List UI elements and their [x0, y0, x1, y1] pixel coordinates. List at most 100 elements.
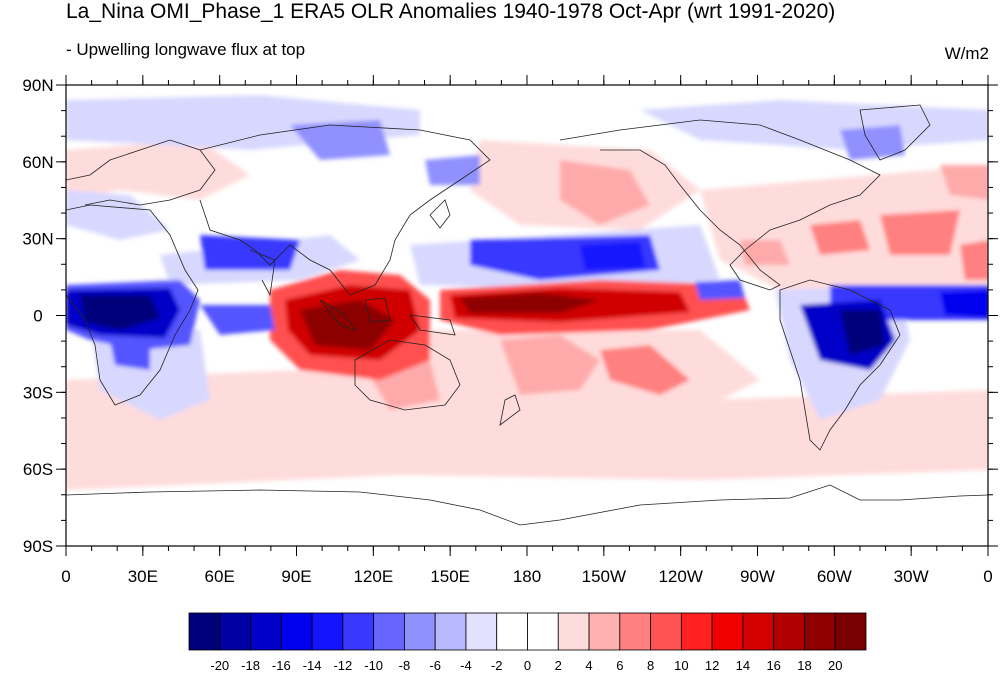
lon-tick-label: 0: [983, 567, 992, 586]
lon-tick-label: 0: [61, 567, 70, 586]
colorbar-label: -4: [460, 658, 472, 673]
coastline-north-america: [559, 119, 881, 291]
lon-tick-label: 30W: [894, 567, 929, 586]
lat-tick-label: 30S: [23, 383, 53, 402]
colorbar-swatch: [834, 612, 867, 651]
lat-tick-label: 60S: [23, 460, 53, 479]
colorbar-label: -16: [272, 658, 291, 673]
deep-red-patch: [300, 300, 395, 350]
red-patch: [940, 165, 988, 200]
blue-patch: [200, 305, 275, 335]
colorbar-label: -10: [364, 658, 383, 673]
lon-tick-label: 60W: [817, 567, 852, 586]
colorbar-label: 6: [616, 658, 623, 673]
colorbar-swatch: [742, 612, 775, 651]
deep-blue-patch: [580, 242, 645, 270]
colorbar-swatch: [404, 612, 436, 651]
coastline-south-america: [779, 279, 901, 451]
coastline-indonesia-sumatra: [319, 299, 356, 331]
colorbar-label: 16: [766, 658, 780, 673]
colorbar-swatch: [496, 612, 528, 651]
coastline-asia: [199, 124, 491, 296]
blue-patch: [840, 125, 905, 160]
colorbar-swatch: [465, 612, 498, 651]
colorbar-label: 20: [828, 658, 842, 673]
colorbar-swatch: [773, 612, 805, 651]
deep-blue-patch: [940, 290, 988, 318]
colorbar-swatch: [219, 612, 251, 651]
lon-tick-label: 120E: [353, 567, 393, 586]
colorbar-swatch: [527, 612, 559, 651]
colorbar-label: 8: [647, 658, 654, 673]
red-patch: [740, 240, 790, 265]
lon-tick-label: 60E: [205, 567, 235, 586]
coastline-australia: [354, 339, 461, 411]
colorbar-swatch: [711, 612, 744, 651]
deep-red-patch: [460, 293, 600, 313]
colorbar-swatch: [680, 612, 713, 651]
coastline-indonesia-borneo: [364, 297, 391, 323]
colorbar-label: 12: [705, 658, 719, 673]
lat-tick-label: 90S: [23, 537, 53, 556]
colorbar-label: 4: [585, 658, 592, 673]
colorbar-label: -14: [303, 658, 322, 673]
colorbar-swatch: [557, 612, 590, 651]
colorbar-label: -6: [429, 658, 441, 673]
map-axes: 0 30E 60E 90E 120E 150E 180 150W 120W 90W 60W 30W 09…: [22, 75, 998, 586]
units-label: W/m2: [944, 44, 989, 63]
blue-patch: [110, 340, 150, 370]
colorbar-label: 10: [674, 658, 688, 673]
lat-tick-label: 90N: [22, 76, 53, 95]
lon-tick-label: 90W: [740, 567, 775, 586]
lon-tick-label: 120W: [658, 567, 702, 586]
coastline-india: [249, 249, 276, 297]
blue-patch: [200, 235, 300, 270]
colorbar-swatch: [280, 612, 313, 651]
blue-patch: [290, 120, 390, 160]
lon-tick-label: 150E: [430, 567, 470, 586]
colorbar-swatch: [342, 612, 375, 651]
colorbar-label: 18: [797, 658, 811, 673]
lat-tick-label: 60N: [22, 153, 53, 172]
colorbar-swatch: [588, 612, 621, 651]
colorbar-label: 14: [736, 658, 750, 673]
blue-patch: [695, 280, 745, 300]
colorbar-swatch: [804, 612, 836, 651]
coastline-africa: [66, 204, 199, 406]
red-patch: [600, 345, 690, 395]
coastlines: [66, 104, 988, 526]
red-patch: [810, 220, 870, 255]
coastline-europe: [66, 139, 216, 206]
coastline-new-guinea: [409, 314, 456, 336]
colorbar-swatch: [373, 612, 405, 651]
colorbar-swatch: [311, 612, 344, 651]
coastline-greenland: [859, 104, 931, 161]
colorbar-label: 2: [555, 658, 562, 673]
plot-subtitle: - Upwelling longwave flux at top: [66, 40, 306, 59]
colorbar-swatch: [434, 612, 467, 651]
light-red-patch: [66, 370, 988, 490]
red-patch: [960, 240, 988, 280]
lon-tick-label: 90E: [281, 567, 311, 586]
deep-blue-patch: [840, 310, 885, 355]
red-patch: [880, 210, 960, 255]
colorbar-swatch: [250, 612, 282, 651]
colorbar-swatch: [619, 612, 651, 651]
colorbar-label: -8: [399, 658, 411, 673]
red-patch: [560, 160, 650, 225]
colorbar-swatch: [188, 612, 221, 651]
coastline-antarctica: [66, 484, 988, 526]
colorbar-label: -2: [491, 658, 503, 673]
lat-tick-label: 30N: [22, 230, 53, 249]
coastline-new-zealand: [499, 394, 521, 426]
colorbar-label: 0: [524, 658, 531, 673]
colorbar-label: -12: [333, 658, 352, 673]
colorbar-swatch: [650, 612, 682, 651]
deep-blue-patch: [80, 295, 160, 330]
colorbar: -20 -18 -16 -14 -12 -10 -8 -6 -4 -2 0 2 4 6 8 10 12 14 16 1…: [188, 612, 867, 673]
colorbar-label: -18: [241, 658, 260, 673]
light-blue-patch: [66, 190, 170, 240]
colorbar-label: -20: [210, 658, 229, 673]
lon-tick-label: 150W: [582, 567, 626, 586]
